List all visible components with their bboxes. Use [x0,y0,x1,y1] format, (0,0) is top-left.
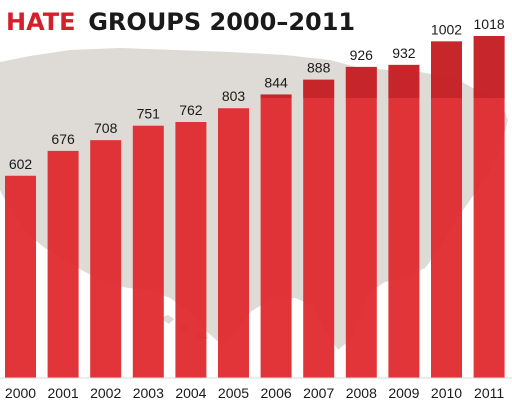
value-label-2008: 926 [350,47,374,63]
x-tick-2000: 2000 [5,385,36,401]
bar-2007 [303,79,335,378]
bar-2009 [388,64,420,379]
value-label-2000: 602 [9,156,33,172]
bar-2004 [175,122,207,378]
x-tick-2010: 2010 [431,385,462,401]
x-tick-2006: 2006 [261,385,292,401]
x-tick-2009: 2009 [388,385,419,401]
chart-title-rest: GROUPS 2000–2011 [88,8,355,36]
value-label-2003: 751 [137,106,161,122]
value-label-2004: 762 [179,102,203,118]
x-tick-2002: 2002 [90,385,121,401]
value-label-2009: 932 [392,45,416,61]
x-tick-2011: 2011 [474,385,504,401]
bar-2006 [260,94,292,378]
bar-2003 [132,125,164,379]
x-tick-2007: 2007 [303,385,334,401]
x-tick-labels-group: 2000 2001 2002 2003 2004 2005 2006 2007 2008 2009… [5,385,504,401]
chart-title: HATE GROUPS 2000–2011 [6,8,355,36]
value-label-2001: 676 [51,131,75,147]
bars-group [5,36,505,379]
value-label-2005: 803 [222,88,246,104]
bar-shade-2008 [345,66,377,98]
value-label-2011: 1018 [474,16,505,32]
x-tick-2003: 2003 [133,385,164,401]
bar-2005 [218,108,249,379]
value-labels-group: 602 676 708 751 762 803 844 888 926 932 1002 1018 [9,16,505,172]
chart-title-highlight: HATE [6,8,76,36]
bar-shade-2007 [303,79,335,98]
value-label-2007: 888 [307,60,331,76]
bar-shade-2006 [260,94,292,98]
x-tick-2005: 2005 [218,385,249,401]
x-tick-2008: 2008 [346,385,377,401]
bar-2000 [5,175,36,378]
bar-shade-2011 [473,36,505,98]
value-label-2002: 708 [94,120,118,136]
value-label-2006: 844 [264,74,288,90]
bar-2001 [47,150,79,378]
bar-2008 [345,66,377,379]
bar-shade-2009 [388,64,420,98]
usa-map-background [0,48,508,350]
x-tick-2004: 2004 [175,385,206,401]
x-tick-2001: 2001 [48,385,79,401]
bar-2002 [90,140,122,378]
bar-shade-2010 [431,41,462,98]
value-label-2010: 1002 [431,21,462,37]
